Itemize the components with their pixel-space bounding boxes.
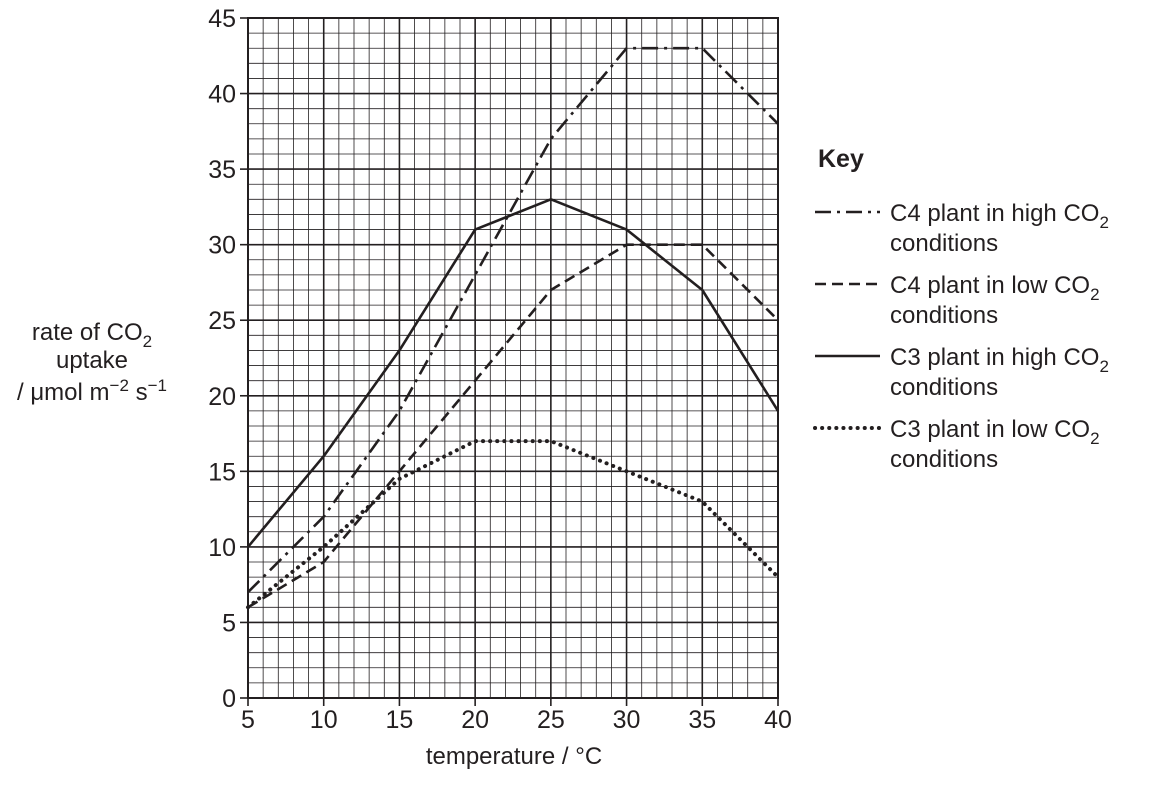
- y-tick-label: 15: [208, 458, 236, 486]
- legend-label: C3 plant in high CO2: [890, 344, 1109, 376]
- legend-title: Key: [818, 145, 864, 173]
- y-axis-label-line1: rate of CO2: [32, 319, 152, 351]
- y-tick-label: 40: [208, 81, 236, 109]
- major-gridlines: [247, 17, 779, 699]
- x-tick-label: 25: [537, 706, 565, 734]
- plot-frame: [247, 17, 779, 699]
- legend-label-line2: conditions: [890, 446, 998, 473]
- y-tick-label: 45: [208, 5, 236, 33]
- legend-label-line2: conditions: [890, 374, 998, 401]
- series-lines: [246, 46, 780, 610]
- y-tick-label: 30: [208, 232, 236, 260]
- y-axis-label-line2: uptake: [56, 347, 128, 374]
- legend-label: C3 plant in low CO2: [890, 416, 1100, 448]
- legend-label-line2: conditions: [890, 230, 998, 257]
- y-axis-label: rate of CO2 uptake / μmol m−2 s−1: [17, 319, 167, 406]
- x-tick-label: 20: [461, 706, 489, 734]
- y-axis-label-line3: / μmol m−2 s−1: [17, 376, 167, 406]
- series-line-1: [247, 46, 779, 594]
- series-line-3: [247, 198, 780, 548]
- y-axis-tick-labels: 0 5 10 15 20 25 30 35 40 45: [208, 5, 248, 713]
- y-tick-label: 25: [208, 307, 236, 335]
- legend-label: C4 plant in high CO2: [890, 200, 1109, 232]
- x-tick-label: 10: [310, 706, 338, 734]
- x-axis-label: temperature / °C: [426, 743, 602, 770]
- y-tick-label: 35: [208, 156, 236, 184]
- series-line-4: [246, 439, 780, 610]
- y-tick-label: 10: [208, 534, 236, 562]
- x-tick-label: 5: [241, 706, 255, 734]
- series-line-2: [247, 243, 779, 609]
- legend-label: C4 plant in low CO2: [890, 272, 1100, 304]
- y-tick-label: 5: [222, 609, 236, 637]
- x-tick-label: 30: [613, 706, 641, 734]
- legend-label-line2: conditions: [890, 302, 998, 329]
- x-tick-label: 35: [688, 706, 716, 734]
- x-tick-label: 40: [764, 706, 792, 734]
- x-axis-tick-labels: 5 10 15 20 25 30 35 40: [241, 698, 792, 734]
- y-tick-label: 20: [208, 383, 236, 411]
- x-tick-label: 15: [386, 706, 414, 734]
- minor-gridlines: [247, 17, 779, 699]
- y-tick-label: 0: [222, 685, 236, 713]
